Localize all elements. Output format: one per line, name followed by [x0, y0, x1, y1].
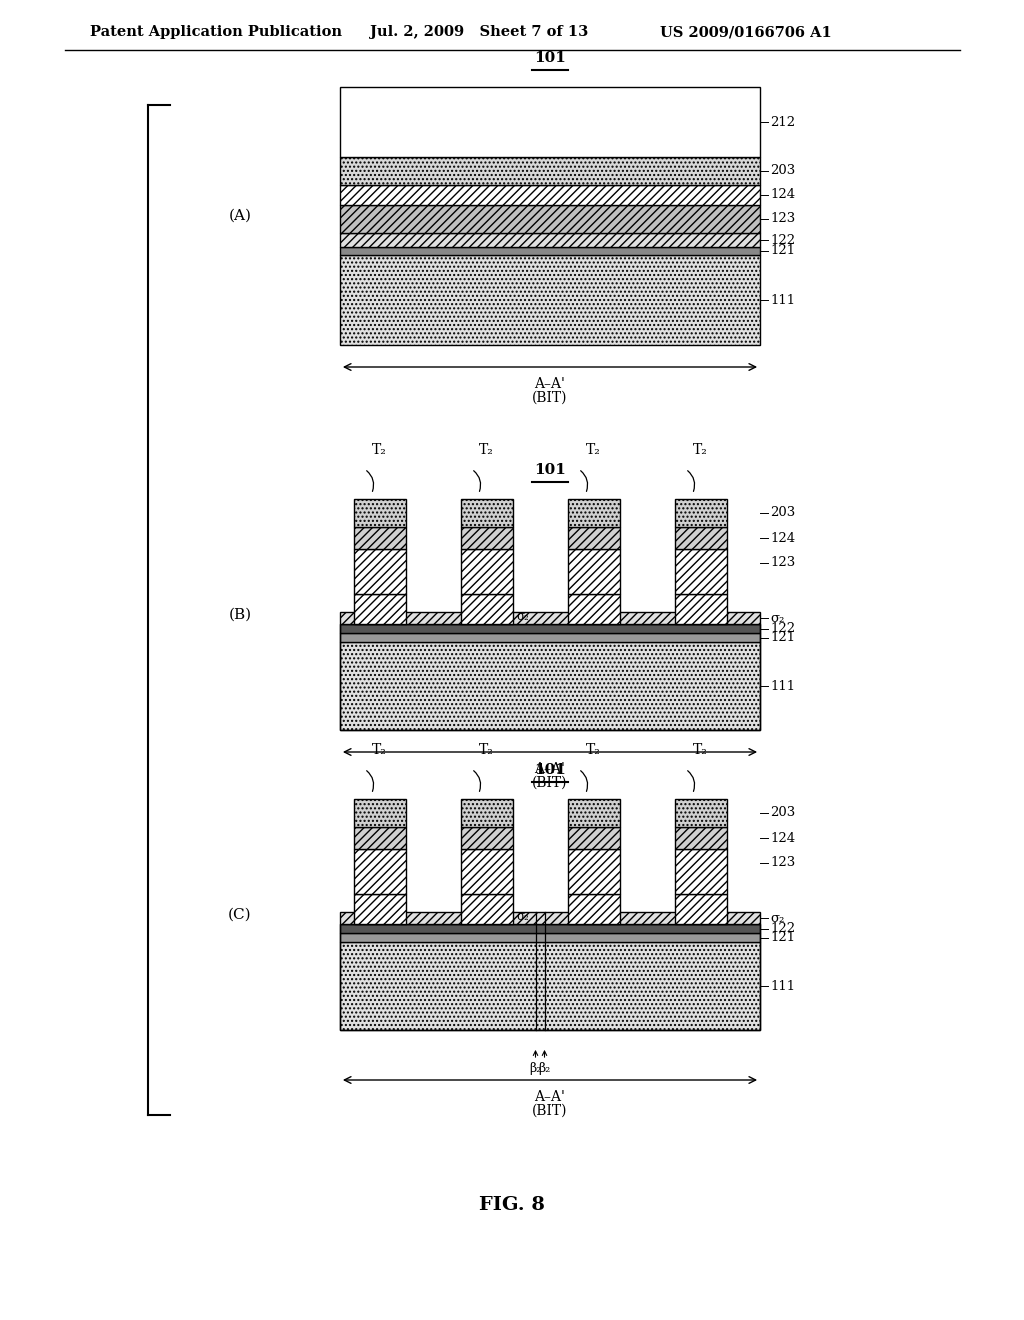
Bar	[340, 624, 760, 634]
Text: 111: 111	[770, 979, 795, 993]
Bar	[340, 205, 760, 234]
Text: 203: 203	[770, 165, 796, 177]
Bar	[353, 894, 406, 924]
Bar	[461, 894, 512, 924]
Bar	[353, 849, 406, 894]
Text: 122: 122	[770, 921, 795, 935]
Text: 111: 111	[770, 680, 795, 693]
Bar	[675, 849, 726, 894]
Text: (BIT): (BIT)	[532, 776, 567, 789]
Bar	[461, 594, 512, 624]
Bar	[567, 527, 620, 549]
Bar	[461, 828, 512, 849]
Text: A–A': A–A'	[535, 1090, 565, 1104]
Text: 124: 124	[770, 189, 795, 202]
Bar	[567, 828, 620, 849]
Bar	[675, 894, 726, 924]
Bar	[675, 549, 726, 594]
Text: T₂: T₂	[693, 743, 708, 756]
Text: (B): (B)	[228, 607, 252, 622]
Bar	[461, 849, 512, 894]
Text: US 2009/0166706 A1: US 2009/0166706 A1	[660, 25, 831, 40]
Text: (BIT): (BIT)	[532, 391, 567, 405]
Text: 122: 122	[770, 622, 795, 635]
Text: (BIT): (BIT)	[532, 1104, 567, 1118]
Text: 101: 101	[535, 51, 566, 65]
Text: 121: 121	[770, 244, 795, 257]
Bar	[340, 255, 760, 345]
Text: T₂: T₂	[372, 444, 387, 457]
Text: A–A': A–A'	[535, 762, 565, 776]
Text: FIG. 8: FIG. 8	[479, 1196, 545, 1214]
Text: 123: 123	[770, 855, 796, 869]
Text: 101: 101	[535, 463, 566, 477]
Bar	[340, 912, 760, 924]
Bar	[340, 924, 760, 1030]
Bar	[567, 894, 620, 924]
Bar	[675, 594, 726, 624]
Bar	[340, 157, 760, 185]
Text: Patent Application Publication: Patent Application Publication	[90, 25, 342, 40]
Bar	[353, 828, 406, 849]
Bar	[675, 828, 726, 849]
Text: (C): (C)	[228, 908, 252, 921]
Text: 121: 121	[770, 631, 795, 644]
Bar	[340, 642, 760, 730]
Bar	[675, 499, 726, 527]
Bar	[567, 799, 620, 828]
Bar	[461, 527, 512, 549]
Bar	[340, 933, 760, 942]
Bar	[353, 594, 406, 624]
Text: β₂: β₂	[539, 1063, 551, 1074]
Text: T₂: T₂	[586, 743, 601, 756]
Bar	[340, 612, 760, 624]
Bar	[567, 594, 620, 624]
Text: σ₂: σ₂	[770, 912, 784, 924]
Bar	[353, 799, 406, 828]
Text: T₂: T₂	[693, 444, 708, 457]
Bar	[675, 799, 726, 828]
Text: 123: 123	[770, 213, 796, 226]
Text: β₂: β₂	[529, 1063, 542, 1074]
Bar	[340, 87, 760, 157]
Text: 212: 212	[770, 116, 795, 128]
Bar	[340, 624, 760, 730]
Bar	[567, 549, 620, 594]
Bar	[340, 924, 760, 933]
Text: 111: 111	[770, 293, 795, 306]
Bar	[353, 499, 406, 527]
Bar	[461, 499, 512, 527]
Text: T₂: T₂	[479, 743, 494, 756]
Bar	[340, 185, 760, 205]
Text: σ₂: σ₂	[516, 610, 529, 623]
Bar	[567, 499, 620, 527]
Bar	[340, 942, 760, 1030]
Text: A–A': A–A'	[535, 378, 565, 391]
Bar	[461, 799, 512, 828]
Text: (A): (A)	[228, 209, 252, 223]
Text: 121: 121	[770, 931, 795, 944]
Text: 124: 124	[770, 532, 795, 544]
Text: T₂: T₂	[586, 444, 601, 457]
Bar	[353, 549, 406, 594]
Bar	[461, 549, 512, 594]
Text: Jul. 2, 2009   Sheet 7 of 13: Jul. 2, 2009 Sheet 7 of 13	[370, 25, 588, 40]
Bar	[675, 527, 726, 549]
Bar	[340, 234, 760, 247]
Text: σ₂: σ₂	[770, 611, 784, 624]
Bar	[340, 247, 760, 255]
Bar	[567, 849, 620, 894]
Text: T₂: T₂	[372, 743, 387, 756]
Text: 124: 124	[770, 832, 795, 845]
Text: σ₂: σ₂	[516, 911, 529, 924]
Bar	[353, 527, 406, 549]
Bar	[340, 634, 760, 642]
Text: 123: 123	[770, 556, 796, 569]
Text: 203: 203	[770, 807, 796, 820]
Text: 203: 203	[770, 507, 796, 520]
Text: 122: 122	[770, 234, 795, 247]
Text: 101: 101	[535, 763, 566, 777]
Text: T₂: T₂	[479, 444, 494, 457]
